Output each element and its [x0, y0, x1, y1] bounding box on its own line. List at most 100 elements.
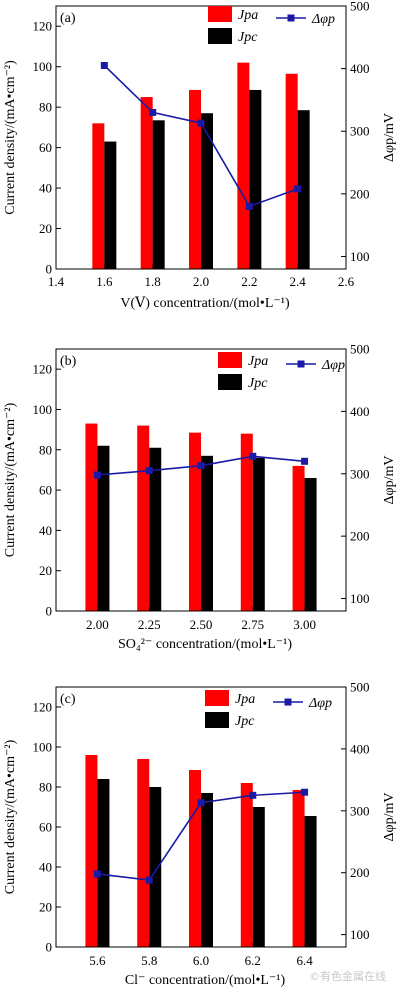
legend-swatch-Jpa — [218, 352, 242, 368]
bar-Jpc — [201, 113, 213, 269]
bar-Jpc — [201, 793, 213, 947]
y2-tick-label: 200 — [350, 186, 370, 201]
legend-label: Jpa — [238, 8, 258, 23]
y2-tick-label: 300 — [350, 466, 370, 481]
point-Δφp — [245, 202, 253, 210]
legend-marker-Δφp — [284, 698, 292, 706]
watermark: ©有色金属在线 — [309, 970, 386, 983]
bar-Jpc — [297, 110, 310, 269]
y-tick-label: 60 — [39, 483, 52, 498]
y2-tick-label: 500 — [350, 342, 370, 357]
bar-Jpc — [304, 477, 317, 611]
x-tick-label: 3.00 — [293, 617, 316, 632]
y2-axis-label: Δφp/mV — [382, 793, 397, 842]
bar-Jpc — [152, 120, 165, 269]
y-tick-label: 100 — [33, 59, 53, 74]
legend-marker-Δφp — [297, 360, 305, 368]
bar-Jpc — [104, 141, 117, 269]
point-Δφp — [249, 452, 257, 460]
y-tick-label: 100 — [33, 402, 53, 417]
bar-Jpa — [240, 433, 253, 611]
point-Δφp — [249, 791, 257, 799]
bar-Jpa — [189, 89, 201, 269]
y-tick-label: 60 — [39, 820, 52, 835]
y-axis-label: Current density/(mA•cm⁻²) — [3, 60, 18, 215]
y-tick-label: 80 — [39, 442, 52, 457]
x-tick-label: 1.6 — [96, 274, 113, 289]
y-tick-label: 120 — [33, 362, 53, 377]
legend-swatch-Jpa — [205, 690, 229, 706]
x-axis-label: Cl⁻ concentration/(mol•L⁻¹) — [125, 973, 286, 988]
x-tick-label: 2.6 — [338, 274, 355, 289]
y2-tick-label: 400 — [350, 404, 370, 419]
y-tick-label: 40 — [39, 523, 52, 538]
y-tick-label: 100 — [33, 740, 53, 755]
bar-Jpa — [237, 62, 250, 270]
panel-label: (a) — [60, 11, 76, 26]
y-tick-label: 20 — [39, 221, 52, 236]
bar-Jpa — [85, 755, 98, 947]
legend-marker-Δφp — [287, 14, 295, 22]
bar-Jpa — [137, 425, 150, 611]
y-tick-label: 40 — [39, 860, 52, 875]
x-tick-label: 6.2 — [245, 953, 261, 968]
y2-tick-label: 500 — [350, 680, 370, 695]
legend-swatch-Jpa — [208, 6, 232, 22]
x-tick-label: 1.8 — [145, 274, 161, 289]
y2-tick-label: 300 — [350, 124, 370, 139]
legend-label: Jpc — [235, 714, 255, 729]
x-tick-label: 2.50 — [190, 617, 213, 632]
bar-Jpa — [92, 123, 105, 269]
x-tick-label: 2.2 — [241, 274, 257, 289]
point-Δφp — [100, 61, 108, 69]
y-tick-label: 80 — [39, 780, 52, 795]
panel-label: (b) — [60, 354, 77, 369]
y-tick-label: 0 — [46, 262, 53, 277]
point-Δφp — [93, 870, 101, 878]
x-tick-label: 2.75 — [241, 617, 264, 632]
bar-Jpc — [97, 779, 110, 947]
point-Δφp — [197, 799, 205, 807]
x-tick-label: 1.4 — [48, 274, 65, 289]
bar-Jpa — [189, 770, 201, 947]
y2-tick-label: 100 — [350, 927, 370, 942]
bar-Jpa — [240, 783, 253, 947]
y-tick-label: 120 — [33, 19, 53, 34]
point-Δφp — [93, 471, 101, 479]
plot-frame — [55, 686, 347, 948]
chart-panel: 1.4 1.6 1.8 2.0 2.2 2.4 2.6 0 20 40 60 80 100 120 100 2… — [3, 0, 397, 311]
y2-tick-label: 500 — [350, 0, 370, 14]
point-Δφp — [197, 462, 205, 470]
point-Δφp — [145, 876, 153, 884]
y-axis-label: Current density/(mA•cm⁻²) — [3, 402, 18, 557]
bar-Jpa — [137, 759, 150, 947]
x-axis-label: V(Ⅴ) concentration/(mol•L⁻¹) — [120, 296, 290, 311]
x-tick-label: 6.0 — [193, 953, 209, 968]
y-tick-label: 0 — [46, 940, 53, 955]
point-Δφp — [301, 457, 309, 465]
x-tick-label: 6.4 — [296, 953, 313, 968]
point-Δφp — [301, 788, 309, 796]
x-tick-label: 2.4 — [290, 274, 307, 289]
legend-swatch-Jpc — [205, 712, 229, 728]
legend-label: Δφp — [311, 12, 335, 27]
bar-Jpc — [252, 457, 265, 611]
bar-Jpa — [140, 97, 153, 270]
bar-Jpa — [292, 790, 305, 947]
legend-label: Δφp — [321, 358, 345, 373]
y2-tick-label: 200 — [350, 529, 370, 544]
y-tick-label: 120 — [33, 700, 53, 715]
chart-panel: 5.6 5.8 6.0 6.2 6.4 0 20 40 60 80 100 120 100 200 300 4… — [3, 680, 397, 989]
legend-label: Jpa — [248, 354, 268, 369]
point-Δφp — [145, 467, 153, 475]
bar-Jpc — [149, 447, 162, 611]
x-tick-label: 5.6 — [89, 953, 106, 968]
y-tick-label: 40 — [39, 181, 52, 196]
bar-Jpc — [252, 807, 265, 947]
bar-Jpc — [201, 455, 213, 611]
x-axis-label: SO₄²⁻ concentration/(mol•L⁻¹) — [118, 637, 292, 652]
y2-tick-label: 400 — [350, 61, 370, 76]
legend-label: Δφp — [308, 696, 332, 711]
panel-label: (c) — [60, 692, 76, 707]
bar-Jpc — [97, 445, 110, 611]
